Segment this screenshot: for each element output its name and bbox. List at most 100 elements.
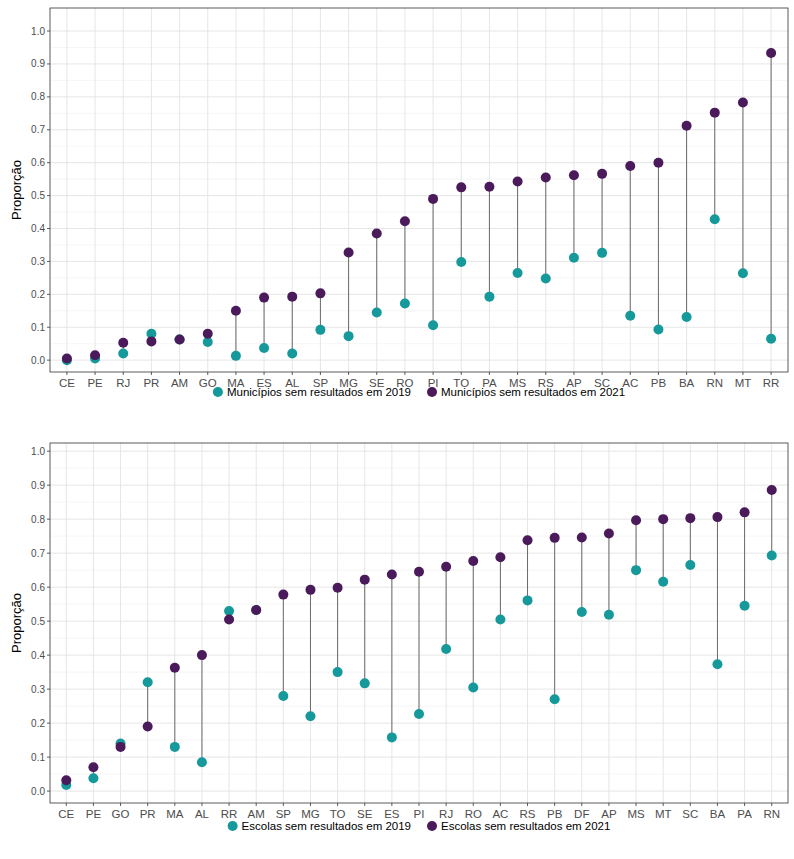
point <box>625 161 635 171</box>
tick <box>376 372 377 375</box>
category-label: AL <box>195 808 210 820</box>
point <box>62 354 72 364</box>
axis-title: Proporção <box>9 593 24 653</box>
grid-line-x <box>264 8 265 372</box>
point <box>259 343 269 353</box>
connector <box>717 517 718 664</box>
connector <box>235 311 236 356</box>
point <box>143 677 153 687</box>
point <box>495 552 505 562</box>
grid-line-x <box>658 8 659 372</box>
tick-label: 0.8 <box>31 91 45 102</box>
point <box>631 515 641 525</box>
point <box>513 268 523 278</box>
point <box>569 253 579 263</box>
tick <box>473 803 474 806</box>
connector <box>658 163 659 330</box>
category-label: MA <box>166 808 184 820</box>
point <box>631 565 641 575</box>
tick-label: 0.4 <box>31 223 45 234</box>
category-label: PB <box>651 377 667 389</box>
tick <box>47 723 50 724</box>
tick <box>527 803 528 806</box>
tick-label: 1.0 <box>31 26 45 37</box>
point <box>287 292 297 302</box>
point <box>740 601 750 611</box>
grid-line-x <box>310 443 311 803</box>
tick <box>47 655 50 656</box>
grid-line-x <box>151 8 152 372</box>
grid-line-x <box>283 443 284 803</box>
tick <box>47 162 50 163</box>
tick <box>310 803 311 806</box>
panel: 0.00.10.20.30.40.50.60.70.80.91.0CEPEGOP… <box>9 443 788 832</box>
point <box>541 274 551 284</box>
point <box>278 590 288 600</box>
category-label: PE <box>86 808 102 820</box>
grid-line-x <box>446 443 447 803</box>
tick <box>201 803 202 806</box>
tick <box>47 519 50 520</box>
tick-label: 0.9 <box>31 480 45 491</box>
point <box>682 121 692 131</box>
grid-line-x <box>123 8 124 372</box>
point <box>305 711 315 721</box>
category-label: PA <box>737 808 752 820</box>
point <box>625 311 635 321</box>
category-label: MS <box>627 808 645 820</box>
connector <box>461 187 462 262</box>
point <box>197 757 207 767</box>
tick <box>120 803 121 806</box>
connector <box>433 199 434 325</box>
point <box>577 607 587 617</box>
category-label: RR <box>763 377 780 389</box>
tick <box>404 372 405 375</box>
legend-label: Municípios sem resultados em 2019 <box>227 386 411 398</box>
tick <box>47 327 50 328</box>
tick <box>283 803 284 806</box>
category-label: TO <box>330 808 346 820</box>
connector <box>264 298 265 348</box>
category-label: ES <box>384 808 400 820</box>
tick <box>151 372 152 375</box>
category-label: PI <box>414 808 425 820</box>
point <box>400 299 410 309</box>
connector <box>771 490 772 556</box>
point <box>441 644 451 654</box>
connector <box>744 512 745 605</box>
point <box>597 169 607 179</box>
tick-label: 0.0 <box>31 355 45 366</box>
tick-label: 0.6 <box>31 157 45 168</box>
category-label: PR <box>140 808 156 820</box>
point <box>372 228 382 238</box>
tick <box>573 372 574 375</box>
minor-grid <box>50 277 788 278</box>
grid-line-x <box>714 8 715 372</box>
point <box>712 659 722 669</box>
tick <box>489 372 490 375</box>
connector <box>320 293 321 330</box>
connector <box>404 221 405 303</box>
panel: 0.00.10.20.30.40.50.60.70.80.91.0CEPERJP… <box>9 8 788 398</box>
tick <box>630 372 631 375</box>
tick <box>47 553 50 554</box>
point <box>315 325 325 335</box>
connector <box>630 166 631 316</box>
connector <box>517 181 518 272</box>
point <box>146 336 156 346</box>
connector <box>364 580 365 684</box>
connector <box>391 575 392 738</box>
category-label: MT <box>655 808 672 820</box>
connector <box>663 519 664 582</box>
point <box>484 292 494 302</box>
category-label: RS <box>520 808 536 820</box>
plot-background <box>50 8 788 372</box>
category-label: AM <box>171 377 188 389</box>
grid-line <box>50 327 788 328</box>
tick <box>771 803 772 806</box>
point <box>550 533 560 543</box>
tick <box>337 803 338 806</box>
grid-line-x <box>95 8 96 372</box>
point <box>468 682 478 692</box>
tick <box>47 451 50 452</box>
